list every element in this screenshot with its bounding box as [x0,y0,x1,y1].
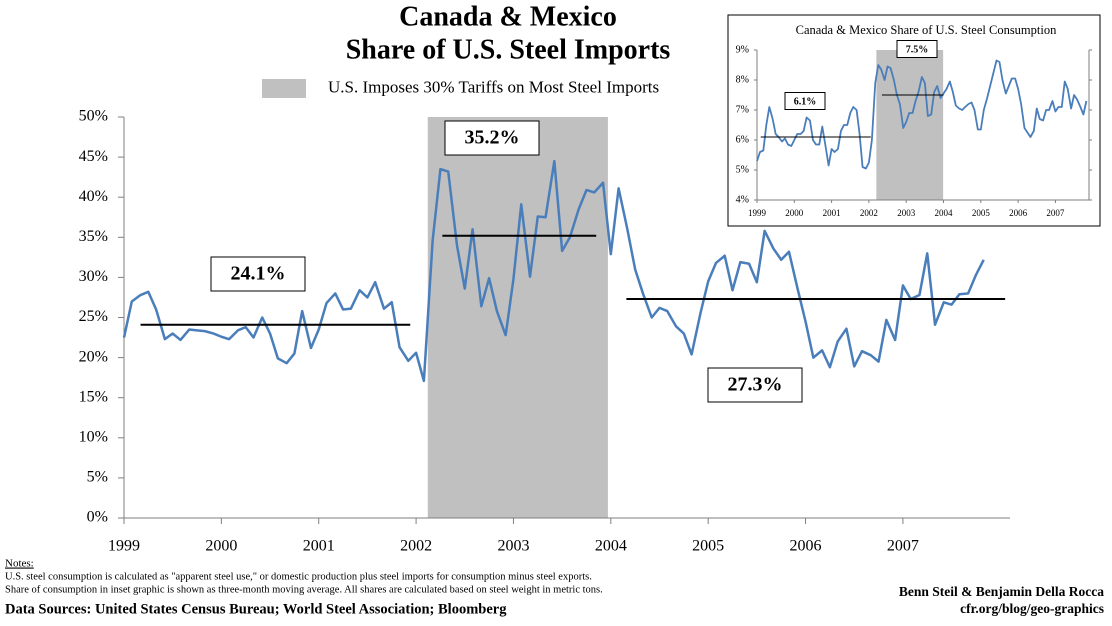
x-tick-label: 2004 [935,208,954,218]
y-tick-label: 10% [79,428,108,445]
shaded-period [876,50,944,200]
x-tick-label: 2004 [595,538,627,555]
y-tick-label: 6% [736,134,749,145]
average-label-box [896,40,938,58]
average-label-box [784,92,826,110]
x-tick-label: 2003 [497,538,529,555]
x-tick-label: 1999 [108,538,140,555]
y-tick-label: 5% [736,164,749,175]
data-line [756,59,1088,170]
legend-swatch [262,79,306,98]
note: Share of consumption in inset graphic is… [5,584,603,595]
y-tick-label: 50% [79,108,108,125]
legend-label: U.S. Imposes 30% Tariffs on Most Steel I… [328,77,659,96]
notes-heading: Notes: [5,558,34,570]
x-tick-label: 2001 [823,208,841,218]
y-tick-label: 15% [79,388,108,405]
average-label: 24.1% [231,263,286,285]
x-tick-label: 2002 [860,208,878,218]
data-line [122,159,985,383]
average-label: 6.1% [794,96,817,107]
chart-title: Canada & Mexico [399,1,617,32]
average-label: 35.2% [465,127,520,149]
x-tick-label: 2000 [205,538,237,555]
inset-chart: Canada & Mexico Share of U.S. Steel Cons… [736,23,1092,218]
y-tick-label: 9% [736,44,749,55]
average-label-box [707,367,803,403]
credit: Benn Steil & Benjamin Della Rocca [899,584,1104,599]
x-tick-label: 2003 [897,208,916,218]
x-tick-label: 2006 [790,538,822,555]
y-tick-label: 8% [736,74,749,85]
x-tick-label: 2007 [887,538,919,555]
y-tick-label: 4% [736,194,749,205]
x-tick-label: 2005 [972,208,991,218]
chart-title: Share of U.S. Steel Imports [346,34,671,65]
x-tick-label: 2001 [303,538,335,555]
y-tick-label: 35% [79,228,108,245]
sources: Data Sources: United States Census Burea… [5,601,507,617]
y-tick-label: 7% [736,104,749,115]
x-tick-label: 2006 [1009,208,1028,218]
y-tick-label: 25% [79,308,108,325]
y-tick-label: 5% [87,469,108,486]
y-tick-label: 45% [79,148,108,165]
credit: cfr.org/blog/geo-graphics [960,601,1104,616]
y-tick-label: 40% [79,188,108,205]
shaded-period [427,117,608,518]
y-tick-label: 30% [79,268,108,285]
y-tick-label: 0% [87,509,108,526]
x-tick-label: 2005 [692,538,724,555]
note: U.S. steel consumption is calculated as … [5,571,592,582]
x-tick-label: 2000 [785,208,804,218]
x-tick-label: 2007 [1046,208,1065,218]
x-tick-label: 1999 [748,208,767,218]
average-label: 7.5% [906,44,929,55]
average-label-box [210,256,306,292]
average-label: 27.3% [728,374,783,396]
x-tick-label: 2002 [400,538,432,555]
y-tick-label: 20% [79,348,108,365]
chart-title: Canada & Mexico Share of U.S. Steel Cons… [796,23,1057,37]
average-label-box [444,120,540,156]
